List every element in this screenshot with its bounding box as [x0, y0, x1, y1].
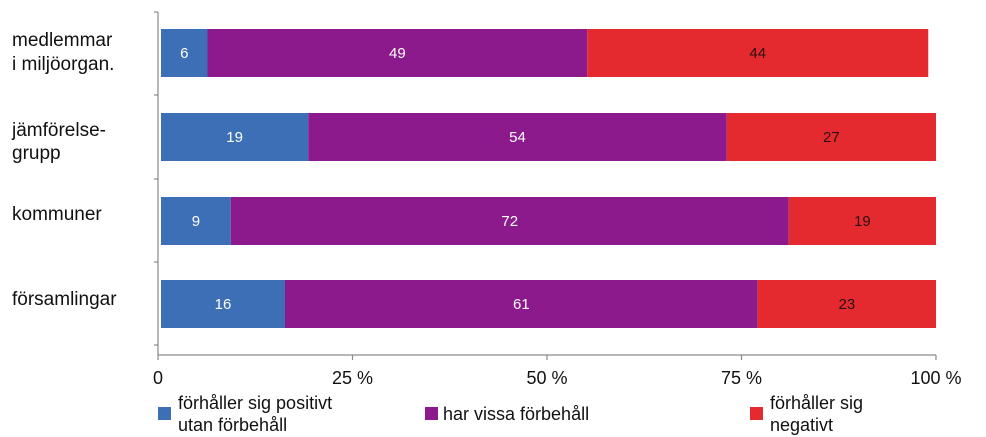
bar-segment	[587, 29, 929, 77]
x-tick-labels: 0 25 % 50 % 75 % 100 %	[153, 368, 962, 388]
legend-swatch	[158, 407, 171, 420]
axes	[154, 11, 937, 360]
legend-swatch	[750, 407, 763, 420]
bar-segment	[230, 197, 789, 245]
legend-label: förhåller sig positivt utan förbehåll	[178, 393, 332, 435]
bar-segment	[161, 29, 208, 77]
bar-segment	[161, 280, 285, 328]
bar-value-label: 19	[854, 213, 871, 230]
x-tick-label: 0	[153, 368, 163, 388]
bar-segment	[161, 113, 309, 161]
bar-value-label: 27	[823, 129, 840, 146]
bar-value-label: 44	[749, 45, 766, 62]
category-labels: medlemmar i miljöorgan. jämförelse-grupp ko…	[11, 30, 117, 310]
bar-value-label: 72	[501, 213, 518, 230]
x-tick-label: 50 %	[526, 368, 567, 388]
x-tick-label: 100 %	[910, 368, 961, 388]
x-tick-label: 75 %	[721, 368, 762, 388]
category-label: kommuner	[12, 204, 102, 225]
bar-value-label: 19	[226, 129, 243, 146]
category-label: medlemmar i miljöorgan.	[12, 30, 114, 75]
bar-value-label: 16	[215, 296, 232, 313]
bar-value-label: 54	[509, 129, 526, 146]
category-label: jämförelse-grupp	[11, 120, 106, 164]
bar-segment	[726, 113, 936, 161]
x-tick-label: 25 %	[332, 368, 373, 388]
bar-segment	[788, 197, 936, 245]
bar-value-label: 61	[513, 296, 530, 313]
legend: förhåller sig positivt utan förbehåll har …	[158, 393, 863, 435]
legend-label: förhåller sig negativt	[770, 393, 863, 435]
bar-segment	[161, 197, 231, 245]
bars: 6 49 44 19 54 27 9 72 19 16 61 23	[161, 29, 936, 328]
legend-label: har vissa förbehåll	[443, 404, 589, 424]
bar-value-label: 9	[192, 213, 200, 230]
bar-segment	[285, 280, 758, 328]
category-label: församlingar	[12, 289, 117, 310]
bar-segment	[308, 113, 727, 161]
bar-value-label: 23	[839, 296, 856, 313]
bar-segment	[207, 29, 588, 77]
legend-swatch	[425, 407, 438, 420]
bar-value-label: 49	[389, 45, 406, 62]
bar-value-label: 6	[180, 45, 188, 62]
bar-segment	[757, 280, 936, 328]
